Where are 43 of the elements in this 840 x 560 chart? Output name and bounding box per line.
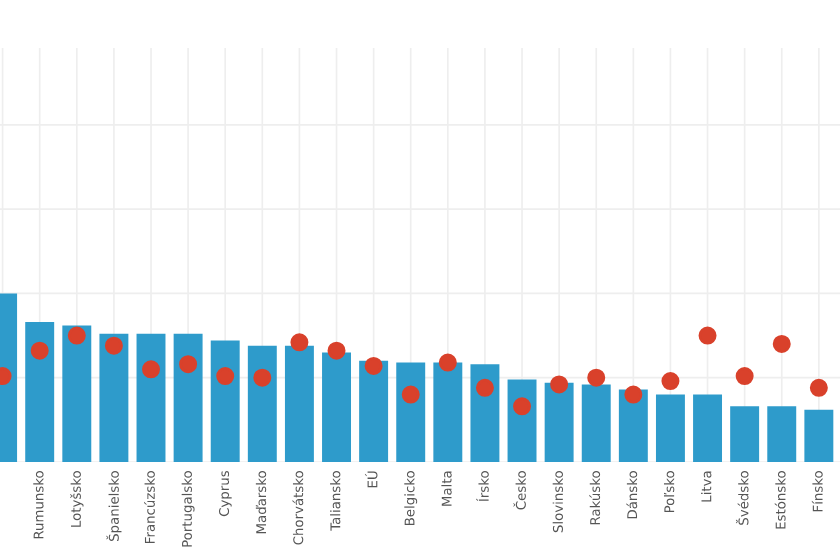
point [67, 326, 86, 345]
bar [359, 360, 389, 462]
point [698, 326, 717, 345]
point [809, 378, 828, 397]
point [290, 333, 309, 352]
point [438, 353, 457, 372]
bar [25, 322, 55, 462]
bar [62, 325, 92, 462]
point [587, 368, 606, 387]
bar [581, 384, 611, 462]
bar [173, 333, 203, 462]
bar [322, 352, 351, 462]
point [179, 355, 198, 374]
bar [99, 333, 129, 462]
bar [767, 406, 797, 462]
bar [136, 333, 166, 462]
bar [730, 406, 760, 462]
bar [396, 362, 426, 462]
point [30, 341, 49, 360]
point [253, 368, 272, 387]
bar [210, 340, 240, 462]
bar [433, 362, 463, 462]
bar [618, 389, 648, 462]
point [772, 334, 791, 353]
point [364, 356, 383, 375]
point [550, 375, 569, 394]
bar [470, 364, 500, 462]
bar [693, 394, 723, 462]
point [735, 367, 754, 386]
point [327, 341, 346, 360]
point [401, 385, 420, 404]
point [513, 397, 532, 416]
bar [544, 382, 574, 462]
bar [284, 345, 314, 462]
bar [804, 409, 834, 462]
bar [247, 345, 277, 462]
point [216, 367, 235, 386]
bar [655, 394, 685, 462]
point [661, 372, 680, 391]
point [475, 378, 494, 397]
point [104, 336, 123, 355]
point [142, 360, 160, 379]
point [624, 385, 643, 404]
